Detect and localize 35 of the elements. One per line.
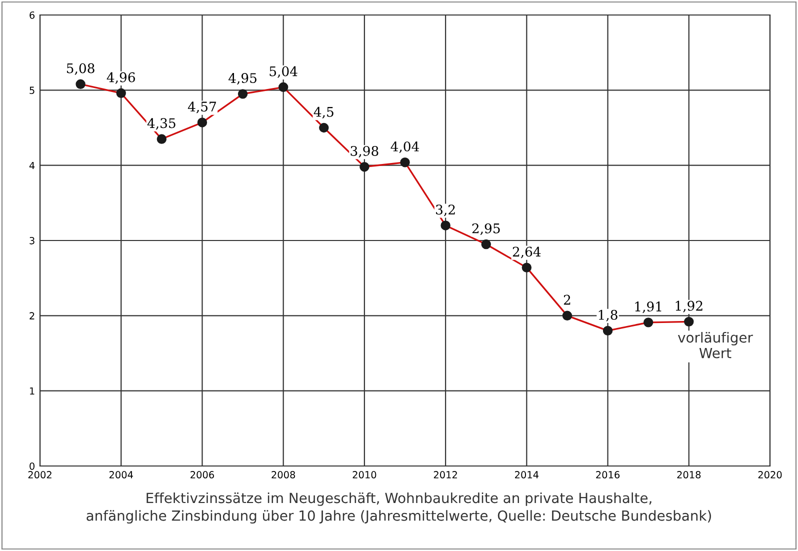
y-tick-label: 3: [30, 236, 34, 244]
data-label: 3,2: [436, 204, 455, 216]
data-label: 1,92: [676, 300, 702, 312]
x-tick-label: 2002: [28, 471, 52, 478]
x-tick-label: 2006: [190, 471, 214, 478]
text: Effektivzinssätze im Neugeschäft, Wohnbaukredite an private Haushalte, anfängliche Zinsbindung über 10 Jahre (Jahresmittelwerte, Quelle: Deutsche Bundesbank): [86, 492, 711, 524]
x-tick-label: 2020: [758, 471, 782, 478]
data-label: 2: [564, 294, 570, 305]
data-label: 1,91: [635, 302, 662, 314]
x-tick-label: 2008: [272, 471, 296, 478]
data-label: 4,5: [314, 106, 334, 118]
data-label: 5,08: [66, 63, 94, 75]
data-label: 4,04: [390, 141, 420, 154]
y-tick-label: 0: [30, 462, 34, 470]
x-tick-label: 2016: [596, 471, 620, 478]
y-tick-label: 2: [30, 312, 34, 320]
x-tick-label: 2018: [677, 471, 701, 478]
data-label: 4,57: [188, 102, 216, 114]
y-tick-label: 4: [29, 162, 35, 170]
data-label: 1,8: [598, 310, 618, 322]
data-label: 4,96: [106, 72, 135, 84]
x-tick-label: 2004: [109, 471, 133, 478]
annotation: vorläufiger Wert: [678, 332, 753, 358]
data-label: 4,95: [228, 73, 256, 85]
data-label: 5,04: [270, 66, 298, 78]
data-label: 4,35: [147, 118, 176, 130]
data-label: 2,64: [512, 246, 541, 258]
x-tick-label: 2010: [352, 471, 376, 478]
x-tick-label: 2012: [434, 471, 457, 478]
data-label: 3,98: [350, 146, 378, 158]
y-tick-label: 5: [30, 86, 34, 94]
y-tick-label: 6: [30, 11, 35, 19]
y-tick-label: 1: [30, 387, 34, 395]
x-tick-label: 2014: [515, 471, 538, 478]
data-label: 2,95: [472, 223, 500, 235]
